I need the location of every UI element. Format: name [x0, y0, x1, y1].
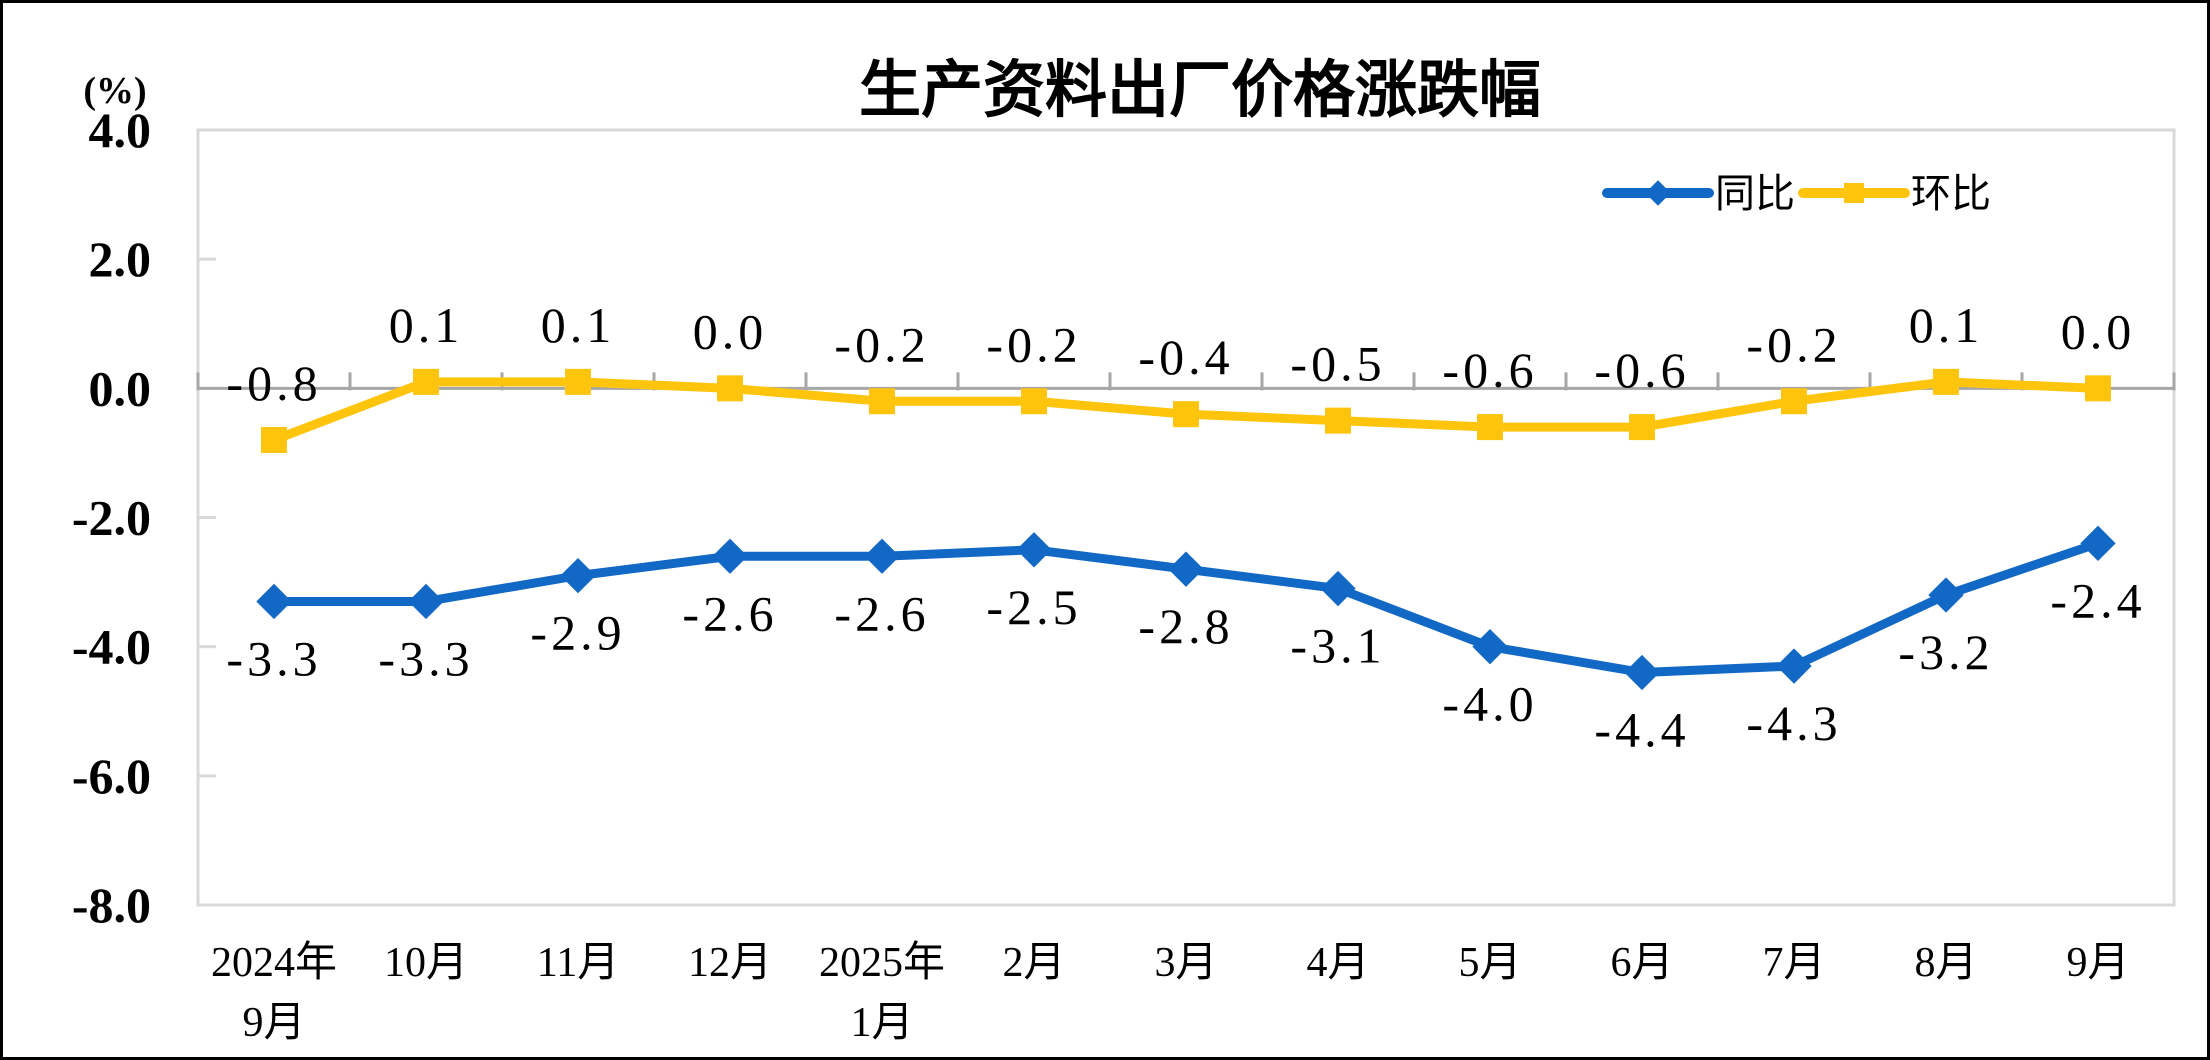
data-label-huanbi: -0.6 [1442, 342, 1537, 398]
y-axis-tick-label: -4.0 [72, 619, 151, 675]
data-point-square-huanbi [1933, 368, 1959, 395]
data-label-huanbi: 0.1 [1909, 297, 1984, 353]
x-axis-category-label: 2月 [1002, 940, 1065, 986]
data-label-tongbi: -2.4 [2050, 572, 2145, 628]
legend: 同比 环比 [1602, 171, 1991, 216]
data-label-huanbi: 0.0 [2061, 303, 2136, 359]
y-axis-tick-label: -6.0 [72, 748, 151, 804]
data-label-huanbi: -0.8 [226, 355, 321, 411]
data-point-square-huanbi [1173, 401, 1199, 428]
data-point-square-huanbi [2085, 375, 2111, 402]
data-point-square-huanbi [717, 375, 743, 402]
data-point-diamond-tongbi [1928, 577, 1964, 613]
legend-label-tongbi: 同比 [1715, 171, 1795, 216]
legend-marker-square-icon [1844, 183, 1864, 203]
data-point-diamond-tongbi [864, 538, 900, 574]
data-point-square-huanbi [261, 427, 287, 453]
plot-area: 4.0 2.0 0.0 -2.0 -4.0 -6.0 -8.0 2024年 9月 10月 11月 12… [72, 102, 2176, 1046]
chart-title: 生产资料出厂价格涨跌幅 [859, 56, 1541, 125]
data-label-huanbi: 0.1 [389, 297, 464, 353]
x-axis-category-label: 9月 [2066, 940, 2129, 986]
data-label-huanbi: -0.4 [1138, 329, 1233, 385]
data-label-tongbi: -4.0 [1442, 676, 1537, 732]
data-point-diamond-tongbi [1016, 532, 1052, 568]
data-label-huanbi: -0.6 [1594, 342, 1689, 398]
y-axis-tick-label: 4.0 [89, 102, 152, 158]
x-axis-category-label: 1月 [850, 1000, 913, 1046]
legend-item-tongbi: 同比 [1602, 171, 1795, 216]
y-axis-tick-label: -2.0 [72, 490, 151, 546]
y-axis-tick-label: -8.0 [72, 877, 151, 933]
legend-marker-diamond-icon [1645, 180, 1671, 206]
data-point-square-huanbi [1021, 388, 1047, 415]
data-point-diamond-tongbi [560, 557, 596, 594]
plot-border [196, 128, 2176, 907]
x-axis-category-label: 10月 [384, 940, 468, 986]
x-axis-category-label: 7月 [1762, 940, 1825, 986]
data-point-diamond-tongbi [1624, 654, 1660, 691]
data-label-huanbi: -0.2 [834, 316, 929, 372]
data-point-diamond-tongbi [1168, 551, 1204, 587]
data-point-diamond-tongbi [1472, 628, 1508, 665]
data-point-square-huanbi [869, 388, 895, 415]
data-label-tongbi: -2.9 [530, 605, 625, 661]
data-point-square-huanbi [1477, 414, 1503, 441]
data-label-huanbi: 0.0 [693, 303, 768, 359]
data-point-square-huanbi [1325, 407, 1351, 434]
data-label-tongbi: -4.4 [1594, 702, 1689, 758]
data-label-tongbi: -3.2 [1898, 624, 1993, 680]
data-point-diamond-tongbi [408, 583, 444, 620]
x-axis-category-label: 2025年 [819, 939, 945, 986]
data-label-huanbi: -0.2 [986, 316, 1081, 372]
data-label-tongbi: -3.3 [226, 630, 321, 686]
data-label-tongbi: -2.6 [682, 585, 777, 641]
data-point-square-huanbi [413, 368, 439, 395]
data-label-huanbi: -0.2 [1746, 316, 1841, 372]
data-point-square-huanbi [1781, 388, 1807, 415]
data-point-diamond-tongbi [712, 538, 748, 574]
x-axis-category-label: 11月 [537, 940, 619, 986]
x-axis-category-label: 8月 [1914, 940, 1977, 986]
y-axis-tick-label: 0.0 [89, 360, 152, 416]
x-axis-category-label: 2024年 [211, 939, 337, 986]
data-label-tongbi: -4.3 [1746, 695, 1841, 751]
data-label-huanbi: -0.5 [1290, 336, 1385, 392]
data-label-tongbi: -3.3 [378, 630, 473, 686]
chart-canvas: 生产资料出厂价格涨跌幅 (%) 4.0 2.0 0.0 -2.0 -4.0 -6.0 -8.… [72, 56, 2176, 1046]
x-axis-category-label: 3月 [1154, 940, 1217, 986]
data-label-tongbi: -3.1 [1290, 618, 1385, 674]
x-axis-category-label: 6月 [1610, 940, 1673, 986]
x-axis-category-label: 5月 [1458, 940, 1521, 986]
data-label-tongbi: -2.8 [1138, 598, 1233, 654]
data-point-square-huanbi [565, 368, 591, 395]
data-point-diamond-tongbi [2080, 525, 2116, 562]
data-point-diamond-tongbi [256, 583, 292, 620]
data-label-tongbi: -2.6 [834, 585, 929, 641]
data-label-tongbi: -2.5 [986, 579, 1081, 635]
y-axis-unit-label: (%) [83, 70, 146, 112]
legend-item-huanbi: 环比 [1798, 171, 1991, 216]
x-axis-category-label: 9月 [242, 1000, 305, 1046]
data-point-diamond-tongbi [1776, 648, 1812, 684]
data-point-square-huanbi [1629, 414, 1655, 441]
legend-label-huanbi: 环比 [1911, 171, 1991, 216]
x-axis-category-label: 12月 [688, 940, 772, 986]
y-axis-tick-label: 2.0 [89, 231, 152, 287]
data-label-huanbi: 0.1 [541, 297, 616, 353]
data-point-diamond-tongbi [1320, 570, 1356, 607]
x-axis-category-label: 4月 [1306, 940, 1369, 986]
